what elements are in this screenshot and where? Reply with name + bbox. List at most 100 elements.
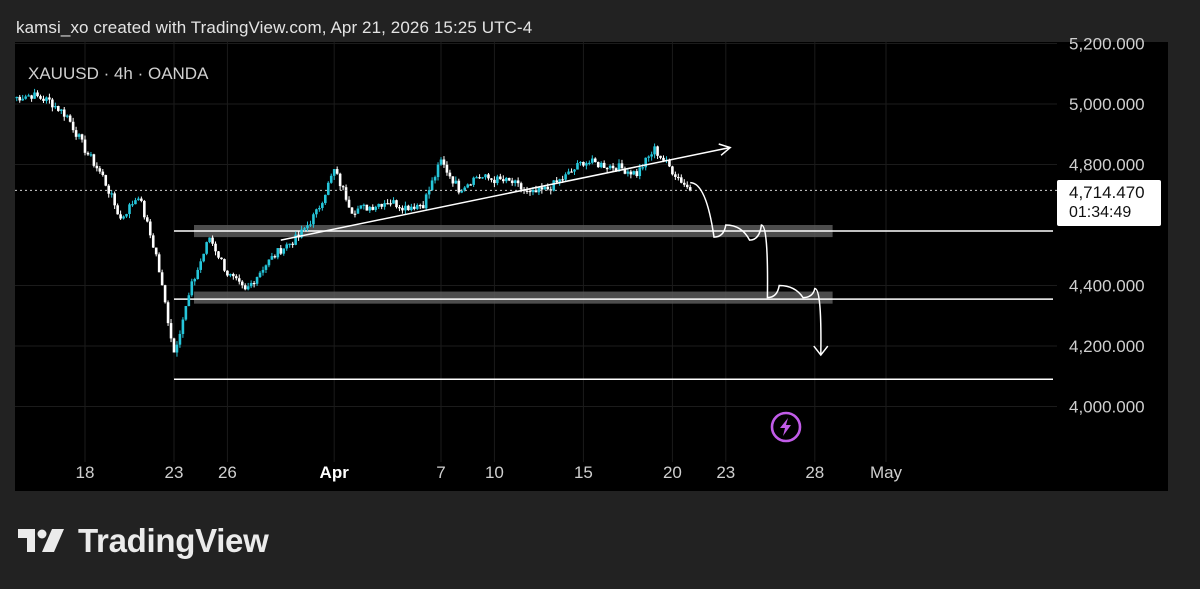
candle-body: [626, 171, 630, 174]
candle-body: [448, 172, 452, 177]
projection-path: [690, 181, 822, 356]
candle-body: [59, 109, 63, 111]
candle-body: [36, 92, 39, 97]
candle-body: [229, 274, 232, 276]
symbol-label: XAUUSD · 4h · OANDA: [28, 64, 209, 83]
x-axis-tick-label: 23: [165, 463, 184, 482]
candle-body: [368, 206, 372, 211]
candle-body: [433, 177, 437, 181]
candle-body: [466, 184, 469, 188]
candle-body: [543, 186, 547, 190]
candle-body: [39, 96, 42, 99]
candle-body: [436, 164, 440, 178]
candle-body: [199, 261, 202, 270]
candle-body: [226, 270, 229, 276]
candle-body: [427, 190, 431, 195]
candle-body: [276, 248, 280, 258]
candle-body: [246, 286, 250, 290]
candle-body: [680, 177, 683, 183]
x-axis-tick-label: 7: [436, 463, 445, 482]
candle-body: [445, 164, 449, 173]
candle-body: [74, 130, 78, 137]
candle-body: [232, 274, 235, 277]
candle-body: [107, 185, 111, 194]
candle-body: [146, 217, 149, 222]
candle-body: [62, 109, 66, 117]
candle-body: [166, 302, 170, 324]
candle-body: [475, 177, 478, 179]
candle-body: [415, 205, 419, 209]
candle-body: [33, 92, 36, 99]
chart-attribution: kamsi_xo created with TradingView.com, A…: [16, 18, 533, 37]
candle-body: [27, 95, 30, 97]
candle-body: [104, 175, 108, 186]
candle-body: [98, 168, 102, 172]
candle-body: [95, 165, 99, 169]
candle-body: [205, 242, 208, 254]
x-axis-tick-label: 20: [663, 463, 682, 482]
candle-body: [623, 168, 627, 174]
candle-body: [208, 237, 211, 243]
candle-body: [223, 259, 226, 271]
candle-body: [439, 159, 443, 165]
brand[interactable]: TradingView: [18, 521, 269, 561]
chart-area[interactable]: [15, 42, 1168, 491]
candle-body: [561, 179, 564, 181]
trendline: [280, 146, 731, 241]
candle-body: [463, 187, 467, 191]
candle-body: [48, 97, 51, 100]
x-axis-tick-label: Apr: [320, 463, 350, 482]
candle-body: [68, 115, 72, 122]
candle-body: [282, 248, 286, 254]
candle-body: [662, 157, 665, 161]
candle-body: [499, 176, 502, 180]
candle-body: [430, 180, 434, 191]
candle-body: [573, 169, 576, 172]
candle-body: [407, 205, 410, 211]
candle-body: [309, 224, 312, 226]
candle-body: [128, 204, 131, 215]
candle-body: [546, 186, 550, 190]
candle-body: [392, 200, 395, 204]
candle-body: [537, 187, 541, 193]
candle-body: [273, 256, 277, 258]
candle-body: [656, 146, 659, 156]
candle-body: [255, 277, 259, 284]
candle-body: [513, 180, 517, 184]
candle-body: [576, 163, 579, 170]
candle-body: [24, 96, 27, 99]
flash-icon[interactable]: [769, 410, 803, 444]
projection-arrowhead: [813, 345, 829, 357]
candle-body: [555, 180, 558, 183]
candle-body: [481, 177, 484, 179]
candle-body: [641, 167, 645, 169]
candle-body: [184, 306, 188, 320]
candle-body: [350, 207, 354, 214]
candle-body: [15, 96, 19, 99]
candle-body: [71, 121, 75, 131]
candle-body: [380, 203, 383, 207]
candle-body: [119, 214, 122, 219]
candle-body: [362, 204, 366, 206]
candle-body: [620, 163, 624, 169]
candle-body: [235, 276, 238, 279]
candle-body: [45, 97, 48, 101]
brand-name: TradingView: [78, 522, 269, 559]
candle-body: [490, 178, 493, 180]
candle-body: [650, 154, 653, 157]
candle-body: [591, 158, 594, 163]
candle-body: [374, 206, 378, 210]
candle-body: [83, 139, 87, 153]
candle-body: [653, 146, 656, 155]
candle-body: [668, 159, 671, 167]
x-axis-tick-label: 10: [485, 463, 504, 482]
candle-body: [424, 194, 428, 209]
candle-body: [240, 281, 244, 286]
candle-body: [585, 163, 588, 166]
candle-body: [677, 176, 680, 179]
candle-body: [137, 198, 140, 201]
candle-body: [457, 180, 461, 193]
candle-body: [413, 206, 416, 209]
candle-body: [635, 171, 639, 176]
